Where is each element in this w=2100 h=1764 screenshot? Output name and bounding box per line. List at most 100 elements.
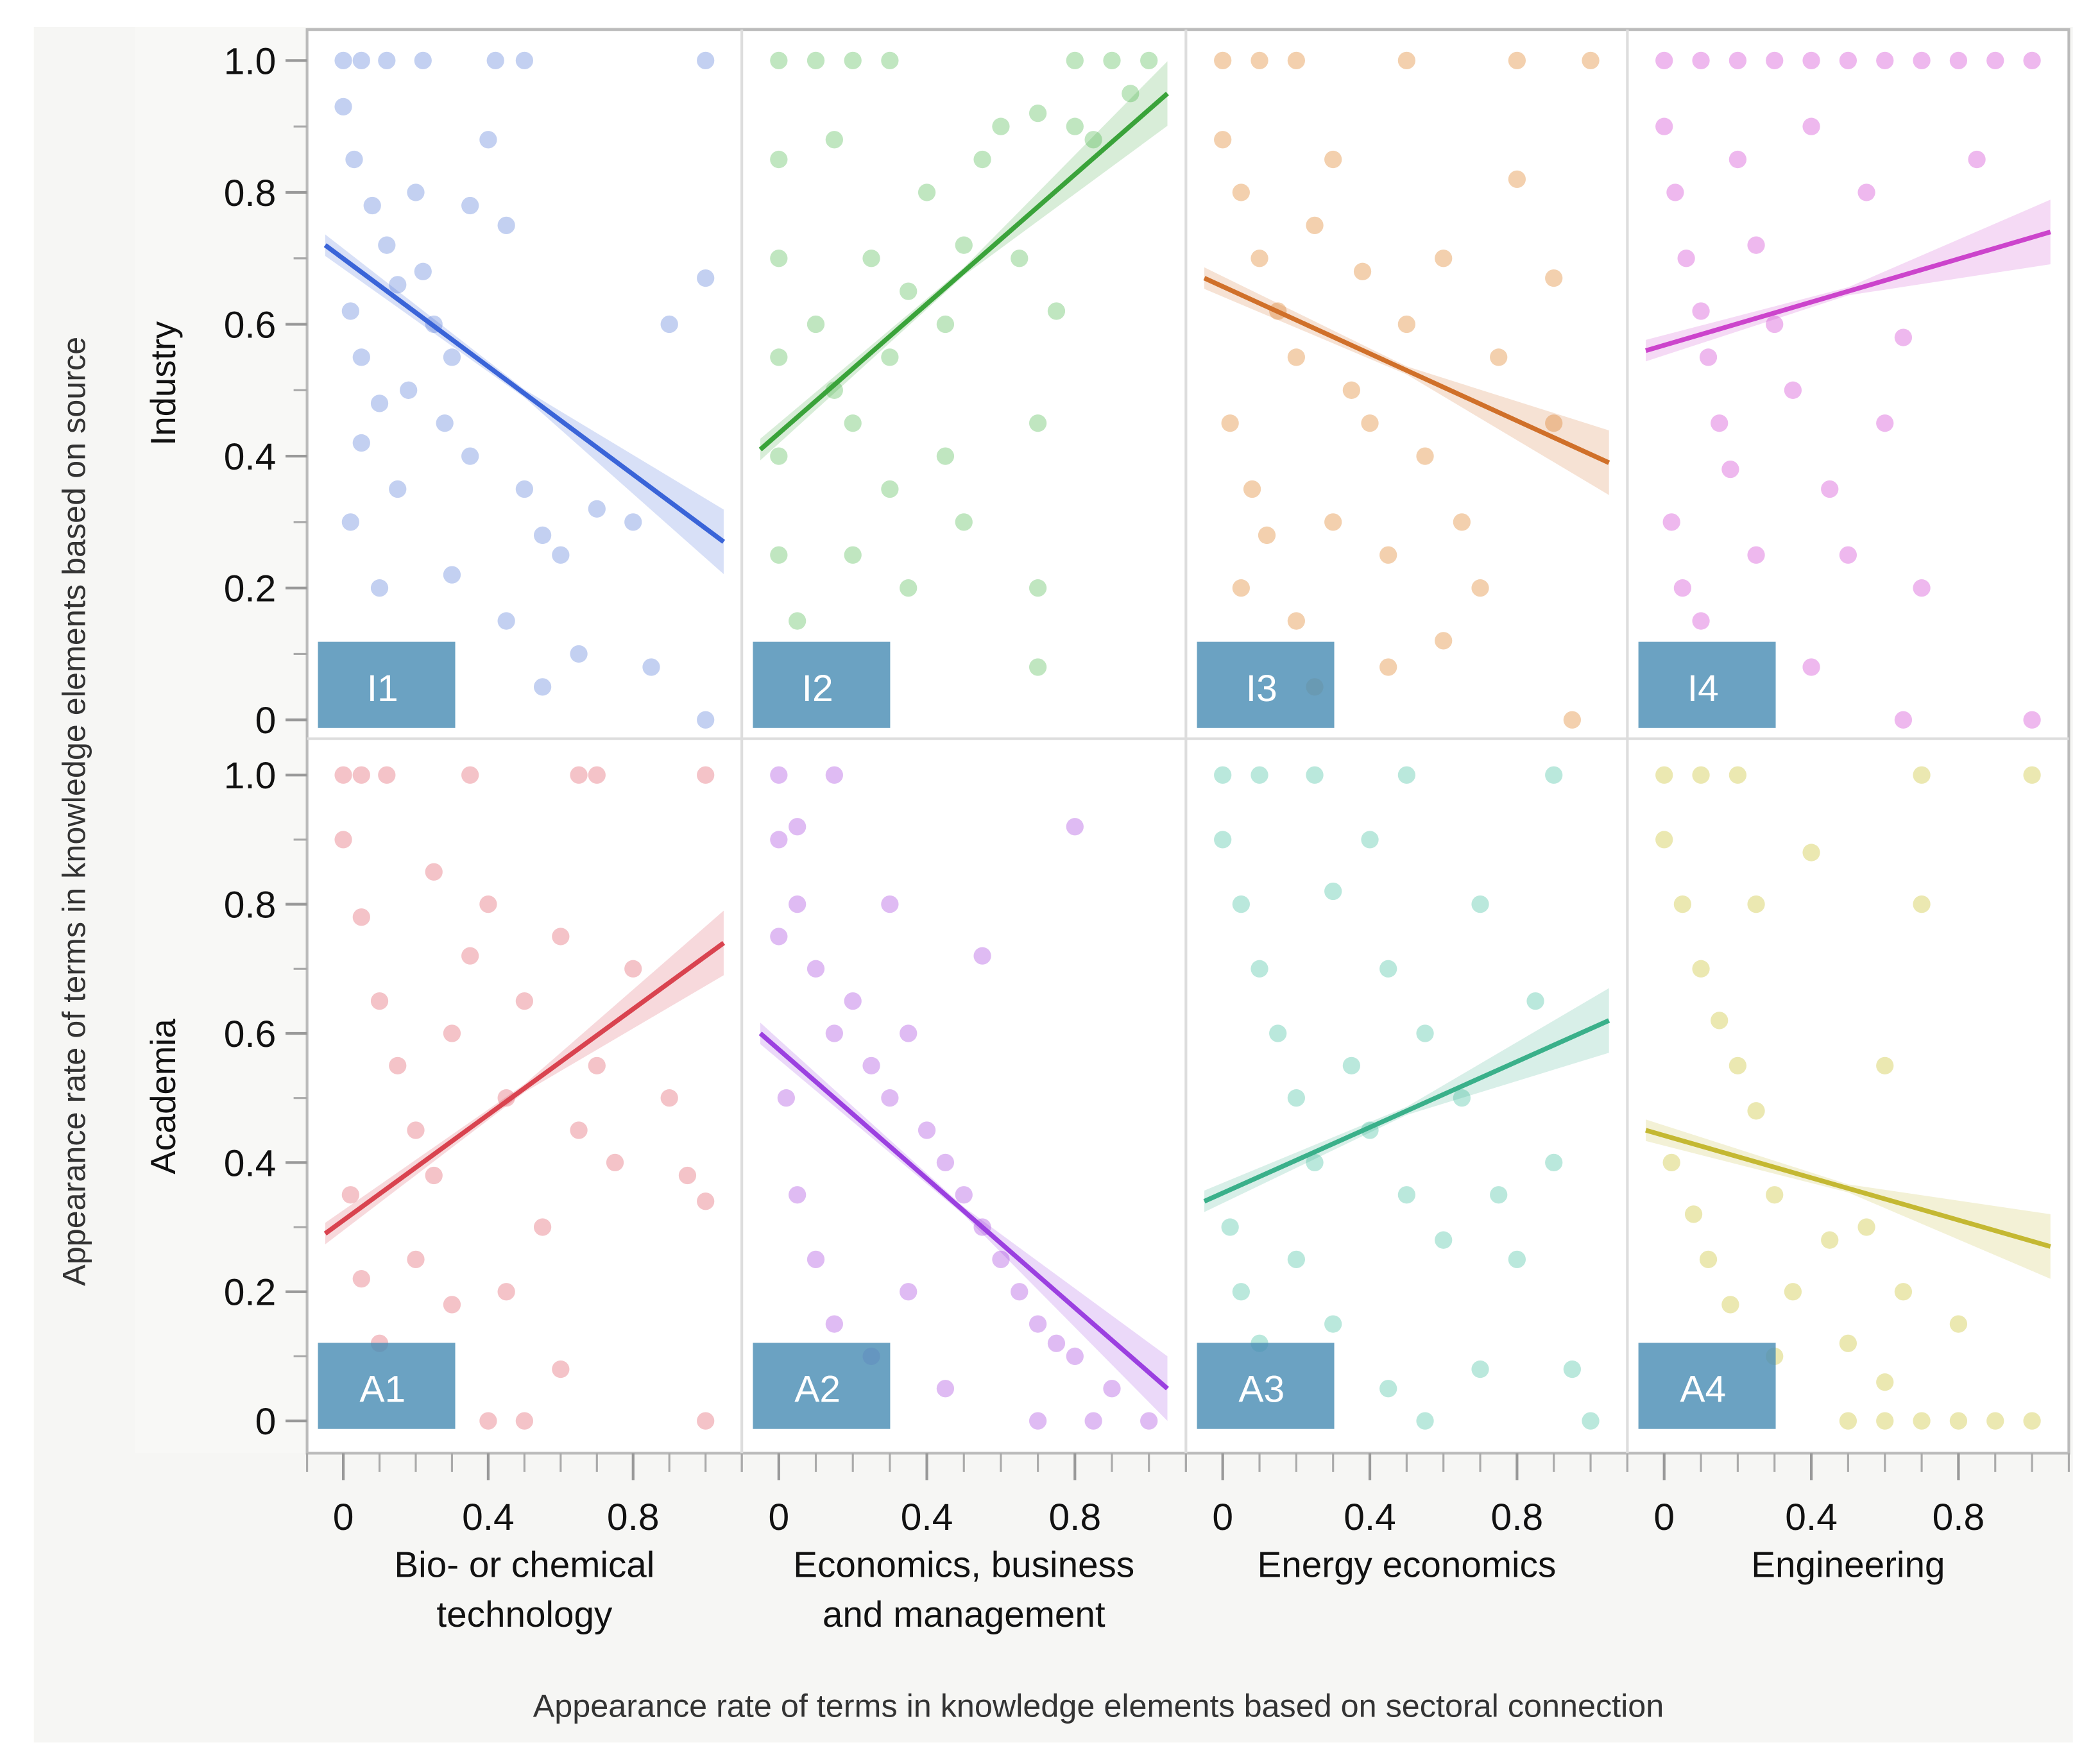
data-point	[1029, 1412, 1047, 1430]
data-point	[624, 513, 642, 531]
data-point	[1103, 1380, 1121, 1398]
data-point	[1913, 895, 1931, 913]
panel-label-box	[318, 1343, 456, 1429]
data-point	[1673, 579, 1692, 597]
data-point	[936, 1380, 955, 1398]
data-point	[1508, 51, 1526, 70]
data-point	[1221, 1218, 1239, 1236]
data-point	[352, 1269, 370, 1288]
data-point	[1894, 328, 1913, 346]
data-point	[389, 276, 407, 294]
regression-line	[323, 941, 726, 1236]
data-point	[992, 117, 1010, 135]
data-point	[1766, 1186, 1784, 1204]
data-point	[1251, 960, 1268, 978]
data-point	[341, 302, 359, 320]
data-point	[770, 150, 788, 169]
data-point	[443, 348, 461, 366]
data-point	[1692, 766, 1710, 784]
data-point	[777, 1089, 795, 1107]
data-point	[1353, 262, 1372, 280]
data-point	[1047, 302, 1066, 320]
data-point	[936, 315, 955, 334]
data-point	[825, 1024, 843, 1042]
y-tick-label: 0.8	[224, 885, 277, 926]
data-point	[1214, 51, 1232, 70]
data-point	[414, 51, 432, 70]
data-point	[1416, 1024, 1434, 1042]
y-tick-label: 1.0	[224, 40, 277, 82]
data-point	[1721, 1296, 1739, 1314]
y-tick-label: 0.6	[224, 305, 277, 346]
data-point	[1232, 183, 1250, 201]
data-point	[1662, 513, 1680, 531]
data-point	[1821, 1231, 1839, 1249]
data-point	[844, 992, 862, 1010]
data-point	[389, 1056, 407, 1074]
data-point	[1232, 895, 1250, 913]
panel-label-box	[1197, 641, 1335, 728]
x-tick-label: 0.4	[901, 1497, 953, 1538]
data-point	[479, 131, 497, 149]
data-point	[1066, 51, 1084, 70]
data-point	[1711, 1012, 1729, 1030]
data-point	[660, 1089, 678, 1107]
data-point	[1397, 766, 1416, 784]
data-point	[1839, 1412, 1857, 1430]
data-point	[1857, 183, 1875, 201]
data-point	[363, 196, 381, 215]
data-point	[807, 51, 825, 70]
data-point	[1361, 414, 1379, 432]
data-point	[1784, 381, 1802, 399]
data-point	[1699, 1250, 1718, 1269]
data-point	[1379, 658, 1397, 676]
data-point	[936, 1153, 955, 1171]
data-point	[1011, 250, 1029, 267]
panel-label-box	[1197, 1343, 1335, 1429]
data-point	[1251, 250, 1268, 267]
panel-label-box	[318, 641, 456, 728]
data-point	[497, 612, 515, 630]
data-point	[1397, 1186, 1416, 1204]
data-point	[552, 928, 570, 946]
data-point	[1684, 1205, 1703, 1223]
data-point	[1029, 104, 1047, 123]
data-point	[479, 895, 497, 913]
data-point	[1692, 960, 1710, 978]
data-point	[407, 1121, 425, 1139]
data-point	[1221, 414, 1239, 432]
data-point	[1287, 1089, 1306, 1107]
data-point	[1435, 632, 1453, 650]
data-point	[461, 196, 479, 215]
panel-label: I3	[1246, 668, 1277, 709]
data-point	[807, 315, 825, 334]
data-point	[1251, 51, 1268, 70]
panel-label: I1	[367, 668, 398, 709]
regression-line	[1203, 276, 1610, 465]
data-point	[1655, 831, 1673, 849]
regression-line	[758, 1031, 1169, 1391]
data-point	[1766, 51, 1784, 70]
data-point	[900, 1024, 918, 1042]
data-point	[844, 546, 862, 564]
data-point	[1802, 51, 1820, 70]
data-point	[479, 1412, 497, 1430]
data-point	[1545, 269, 1563, 287]
data-point	[2023, 711, 2041, 729]
row-label-band	[135, 26, 307, 1454]
data-point	[1677, 250, 1695, 267]
data-point	[1692, 302, 1710, 320]
data-point	[515, 1412, 534, 1430]
data-point	[936, 447, 955, 465]
data-point	[881, 348, 899, 366]
data-point	[341, 513, 359, 531]
data-point	[515, 992, 534, 1010]
data-point	[345, 150, 363, 169]
data-point	[1122, 85, 1140, 103]
data-point	[844, 51, 862, 70]
data-point	[2023, 51, 2041, 70]
data-point	[881, 1089, 899, 1107]
data-point	[1655, 766, 1673, 784]
data-point	[1342, 381, 1361, 399]
